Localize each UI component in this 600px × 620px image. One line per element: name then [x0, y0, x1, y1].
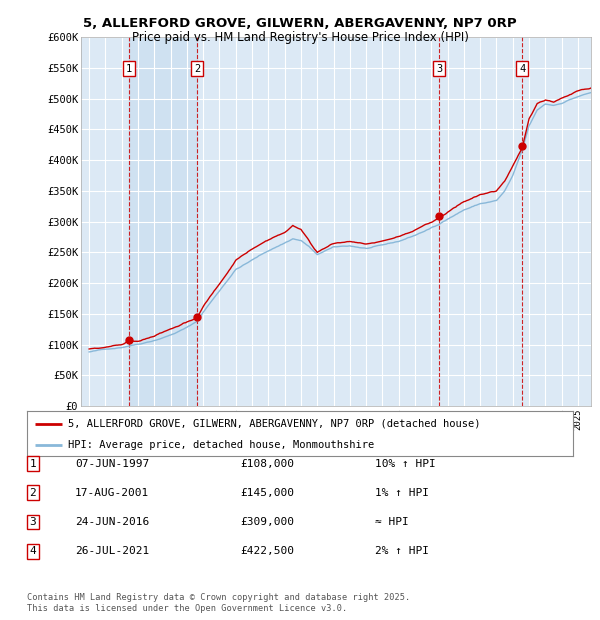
Text: 26-JUL-2021: 26-JUL-2021	[75, 546, 149, 556]
Text: £309,000: £309,000	[240, 517, 294, 527]
Text: 2: 2	[194, 64, 200, 74]
Text: 4: 4	[29, 546, 37, 556]
Text: 1: 1	[29, 459, 37, 469]
Text: 24-JUN-2016: 24-JUN-2016	[75, 517, 149, 527]
Text: ≈ HPI: ≈ HPI	[375, 517, 409, 527]
Text: 10% ↑ HPI: 10% ↑ HPI	[375, 459, 436, 469]
Text: 2% ↑ HPI: 2% ↑ HPI	[375, 546, 429, 556]
Text: Price paid vs. HM Land Registry's House Price Index (HPI): Price paid vs. HM Land Registry's House …	[131, 31, 469, 44]
Text: 1% ↑ HPI: 1% ↑ HPI	[375, 488, 429, 498]
Text: £108,000: £108,000	[240, 459, 294, 469]
Text: 1: 1	[126, 64, 132, 74]
Text: 5, ALLERFORD GROVE, GILWERN, ABERGAVENNY, NP7 0RP: 5, ALLERFORD GROVE, GILWERN, ABERGAVENNY…	[83, 17, 517, 30]
Text: Contains HM Land Registry data © Crown copyright and database right 2025.
This d: Contains HM Land Registry data © Crown c…	[27, 593, 410, 613]
Text: 4: 4	[519, 64, 525, 74]
Text: 3: 3	[29, 517, 37, 527]
Text: 2: 2	[29, 488, 37, 498]
Bar	[129, 37, 197, 406]
Text: 17-AUG-2001: 17-AUG-2001	[75, 488, 149, 498]
Text: £145,000: £145,000	[240, 488, 294, 498]
Text: 3: 3	[436, 64, 442, 74]
Text: £422,500: £422,500	[240, 546, 294, 556]
Text: 07-JUN-1997: 07-JUN-1997	[75, 459, 149, 469]
Text: 5, ALLERFORD GROVE, GILWERN, ABERGAVENNY, NP7 0RP (detached house): 5, ALLERFORD GROVE, GILWERN, ABERGAVENNY…	[68, 418, 481, 428]
Text: HPI: Average price, detached house, Monmouthshire: HPI: Average price, detached house, Monm…	[68, 440, 374, 450]
